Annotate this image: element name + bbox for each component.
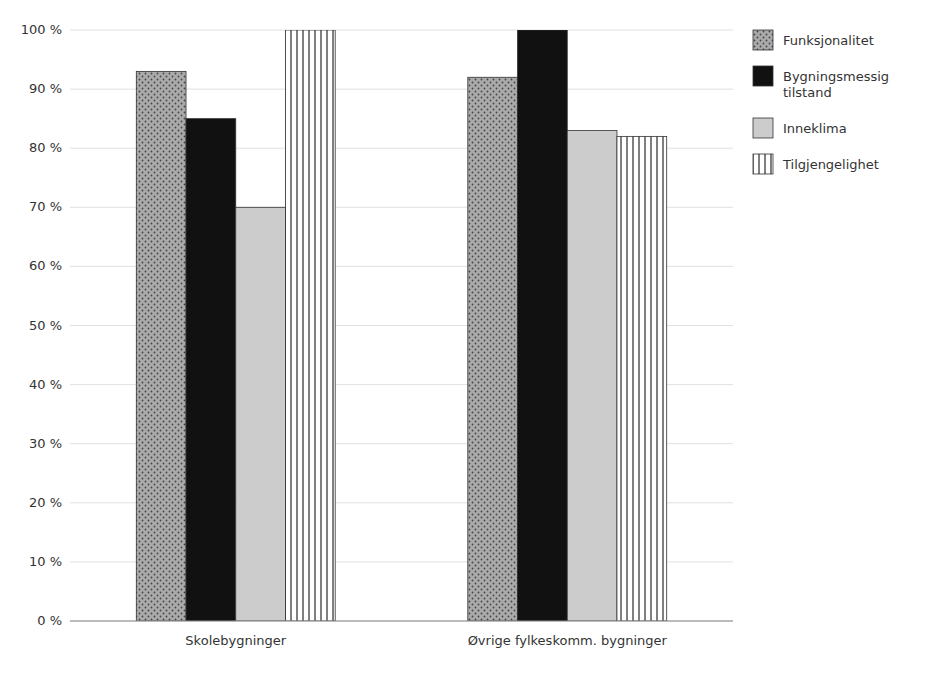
- bar: [186, 119, 236, 621]
- y-tick-label: 20 %: [29, 495, 62, 510]
- x-axis-line: [70, 621, 733, 622]
- x-tick-label: Øvrige fylkeskomm. bygninger: [468, 633, 668, 648]
- x-axis: Skolebygninger Øvrige fylkeskomm. bygning…: [70, 621, 733, 648]
- y-tick-label: 40 %: [29, 377, 62, 392]
- bar: [617, 136, 667, 621]
- y-tick-label: 90 %: [29, 81, 62, 96]
- y-tick-label: 100 %: [21, 22, 62, 37]
- y-tick-label: 50 %: [29, 318, 62, 333]
- x-tick-label: Skolebygninger: [185, 633, 286, 648]
- legend-label: Funksjonalitet: [783, 33, 874, 48]
- bar: [236, 207, 286, 621]
- y-axis: 0 % 10 % 20 % 30 % 40 % 50 % 60 % 70 % 80 % 90 % 1…: [21, 22, 733, 628]
- legend-swatch: [753, 30, 773, 50]
- bars: [136, 30, 666, 621]
- grid-line: [70, 30, 733, 31]
- y-tick-label: 0 %: [37, 613, 62, 628]
- legend-label: Tilgjengelighet: [782, 157, 879, 172]
- y-tick-label: 80 %: [29, 140, 62, 155]
- bar: [285, 30, 335, 621]
- legend-label: Inneklima: [783, 121, 847, 136]
- bar: [518, 30, 568, 621]
- bar: [468, 77, 518, 621]
- y-tick-label: 10 %: [29, 554, 62, 569]
- chart: 0 % 10 % 20 % 30 % 40 % 50 % 60 % 70 % 80 % 90 % 1…: [0, 0, 943, 681]
- y-tick-label: 30 %: [29, 436, 62, 451]
- legend-label: Bygningsmessigtilstand: [783, 69, 889, 100]
- bar: [136, 71, 186, 621]
- legend: Funksjonalitet Bygningsmessigtilstand Inne…: [753, 30, 889, 174]
- legend-swatch: [753, 118, 773, 138]
- bar: [567, 130, 617, 621]
- y-tick-label: 70 %: [29, 199, 62, 214]
- y-tick-label: 60 %: [29, 258, 62, 273]
- grid-line: [70, 621, 733, 622]
- legend-swatch: [753, 154, 773, 174]
- legend-swatch: [753, 66, 773, 86]
